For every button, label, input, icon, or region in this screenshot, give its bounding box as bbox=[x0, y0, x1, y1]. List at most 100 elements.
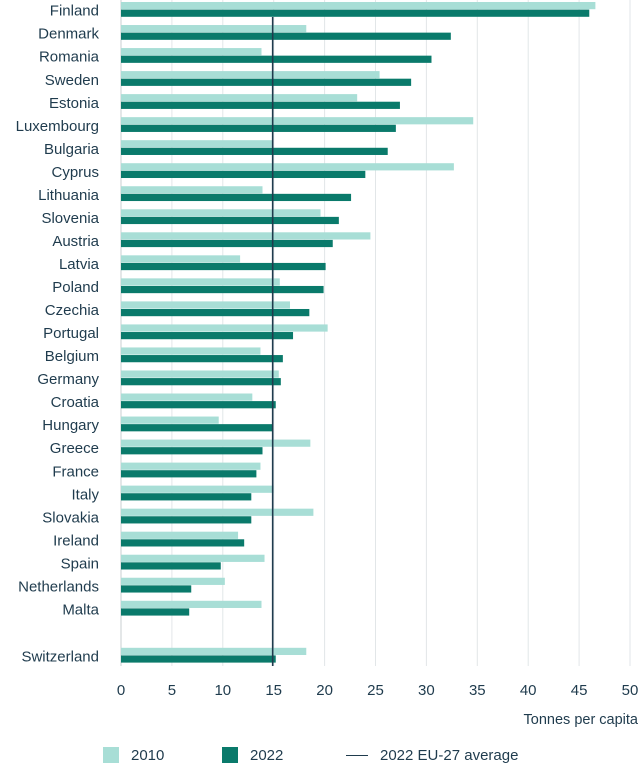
category-label: Czechia bbox=[45, 302, 100, 319]
x-tick-label: 40 bbox=[520, 682, 537, 699]
x-axis-label: Tonnes per capita bbox=[524, 712, 639, 728]
bar-2022 bbox=[121, 562, 221, 570]
bar-2022 bbox=[121, 285, 324, 294]
bar-2022 bbox=[121, 32, 451, 40]
bar-2010 bbox=[121, 370, 279, 378]
bar-2010 bbox=[121, 647, 307, 656]
x-tick-label: 35 bbox=[469, 682, 486, 699]
bar-2022 bbox=[121, 447, 263, 455]
bars bbox=[121, 2, 596, 663]
legend-swatch-2010 bbox=[103, 747, 119, 763]
legend-item-2010: 2010 bbox=[103, 745, 164, 765]
bar-2010 bbox=[121, 232, 371, 240]
x-axis-ticks: 0 5 10 15 20 25 30 35 40 45 50 bbox=[117, 682, 639, 699]
category-label: Cyprus bbox=[51, 164, 99, 181]
category-label: Estonia bbox=[49, 95, 100, 112]
bar-2010 bbox=[121, 278, 280, 286]
bar-2010 bbox=[121, 25, 307, 33]
category-label: Spain bbox=[61, 555, 99, 572]
category-label: Austria bbox=[52, 233, 99, 250]
bar-2010 bbox=[121, 209, 321, 217]
bar-2022 bbox=[121, 170, 366, 179]
category-label: Belgium bbox=[45, 348, 99, 365]
bar-2010 bbox=[121, 2, 596, 10]
bar-2010 bbox=[121, 600, 262, 608]
bar-2022 bbox=[121, 308, 310, 317]
bar-2010 bbox=[121, 94, 358, 102]
category-label: Finland bbox=[50, 3, 99, 20]
legend-label-2022: 2022 bbox=[250, 746, 284, 764]
category-label: Latvia bbox=[59, 256, 100, 273]
legend-swatch-2022 bbox=[222, 747, 238, 763]
grid-lines bbox=[120, 0, 631, 666]
legend: 2010 2022 2022 EU-27 average bbox=[0, 742, 640, 768]
bar-2010 bbox=[121, 439, 311, 447]
bar-2022 bbox=[121, 124, 396, 132]
bar-2010 bbox=[121, 255, 241, 263]
bar-2022 bbox=[121, 539, 245, 547]
legend-item-2022: 2022 bbox=[222, 745, 283, 765]
bar-2022 bbox=[121, 78, 412, 86]
category-label: Switzerland bbox=[21, 648, 99, 665]
bar-2022 bbox=[121, 239, 333, 248]
bar-2022 bbox=[121, 332, 294, 340]
bar-2010 bbox=[121, 324, 328, 332]
legend-swatch-eu-average bbox=[346, 754, 368, 756]
bar-2010 bbox=[121, 508, 314, 516]
bar-2010 bbox=[121, 393, 253, 401]
bar-2022 bbox=[121, 355, 283, 363]
category-label: Hungary bbox=[42, 417, 99, 434]
category-label: Malta bbox=[62, 601, 99, 618]
x-tick-label: 5 bbox=[168, 682, 176, 699]
category-label: Portugal bbox=[43, 325, 99, 342]
bar-2010 bbox=[121, 462, 261, 470]
category-label: Lithuania bbox=[38, 187, 100, 204]
category-label: Ireland bbox=[53, 532, 99, 549]
bar-2010 bbox=[121, 531, 239, 539]
bar-2010 bbox=[121, 163, 454, 171]
bar-2022 bbox=[121, 401, 276, 409]
category-label: Greece bbox=[50, 440, 99, 457]
bar-2010 bbox=[121, 117, 474, 125]
category-label: Denmark bbox=[38, 26, 99, 43]
category-label: Netherlands bbox=[18, 578, 99, 595]
bar-2010 bbox=[121, 301, 290, 309]
bar-2022 bbox=[121, 55, 432, 63]
x-tick-label: 0 bbox=[117, 682, 125, 699]
bar-2022 bbox=[121, 493, 252, 501]
category-label: Croatia bbox=[51, 394, 100, 411]
bar-2022 bbox=[121, 585, 192, 593]
bar-2010 bbox=[121, 186, 263, 194]
category-label: Germany bbox=[37, 371, 99, 388]
bar-2010 bbox=[121, 347, 261, 355]
x-tick-label: 10 bbox=[214, 682, 231, 699]
bar-2022 bbox=[121, 9, 590, 17]
legend-label-2010: 2010 bbox=[131, 746, 165, 764]
bar-2022 bbox=[121, 655, 276, 663]
bar-chart: Finland Denmark Romania Sweden Estonia Luxemb… bbox=[16, 0, 639, 728]
bar-2022 bbox=[121, 378, 281, 386]
legend-item-eu-average: 2022 EU-27 average bbox=[346, 745, 518, 765]
x-tick-label: 50 bbox=[622, 682, 639, 699]
category-label: Sweden bbox=[45, 72, 99, 89]
bar-2010 bbox=[121, 140, 273, 148]
bar-2010 bbox=[121, 577, 225, 585]
x-tick-label: 20 bbox=[316, 682, 333, 699]
category-label: Luxembourg bbox=[16, 118, 99, 135]
bar-2022 bbox=[121, 193, 352, 202]
bar-2022 bbox=[121, 608, 190, 616]
bar-2010 bbox=[121, 48, 262, 56]
category-label: Bulgaria bbox=[44, 141, 100, 158]
category-labels: Finland Denmark Romania Sweden Estonia Luxemb… bbox=[16, 3, 100, 666]
bar-2022 bbox=[121, 516, 252, 524]
x-tick-label: 45 bbox=[571, 682, 588, 699]
category-label: Poland bbox=[52, 279, 99, 296]
bar-2010 bbox=[121, 554, 265, 562]
category-label: Slovenia bbox=[41, 210, 99, 227]
x-tick-label: 25 bbox=[367, 682, 384, 699]
bar-2022 bbox=[121, 147, 388, 155]
bar-2022 bbox=[121, 470, 257, 478]
category-label: Romania bbox=[39, 49, 100, 66]
bar-2022 bbox=[121, 101, 400, 109]
category-label: Italy bbox=[71, 486, 99, 503]
